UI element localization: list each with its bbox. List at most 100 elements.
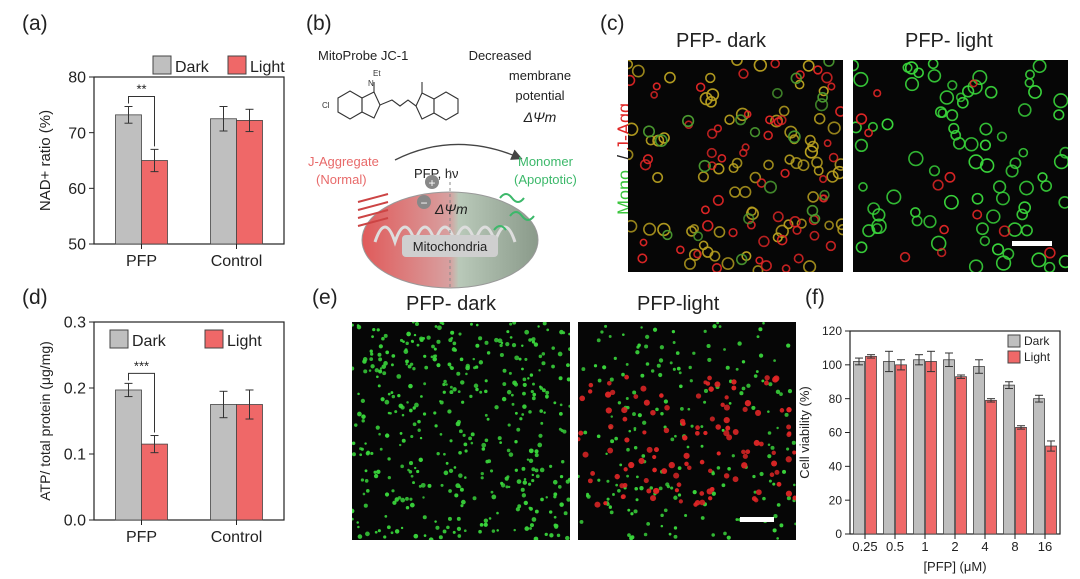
green-cell [979, 122, 993, 136]
live-cell [508, 371, 512, 375]
live-cell [556, 533, 561, 538]
live-cell [565, 479, 570, 484]
y-axis-label: ATP/ total protein (μg/mg) [37, 341, 53, 501]
live-cell [465, 372, 468, 376]
live-cell [737, 341, 742, 346]
dead-cell [661, 468, 668, 474]
live-cell [725, 365, 730, 370]
live-cell [675, 351, 680, 355]
green-cell [855, 241, 868, 254]
live-cell [356, 324, 360, 327]
live-cell [407, 468, 410, 472]
live-cell [553, 495, 557, 499]
red-cell [780, 168, 790, 179]
dead-cell [668, 461, 675, 469]
live-cell [596, 434, 601, 439]
significance-bracket [128, 372, 155, 433]
red-cell [706, 128, 718, 139]
x-tick-label: PFP [126, 529, 157, 546]
live-cell [416, 469, 420, 474]
live-cell [658, 372, 663, 378]
live-cell [767, 443, 771, 446]
live-cell [583, 430, 588, 435]
live-cell [521, 493, 527, 498]
dead-cell [683, 452, 690, 459]
c-title-dark: PFP- dark [676, 30, 767, 52]
live-cell [684, 513, 688, 518]
live-cell [741, 386, 746, 391]
live-cell [381, 364, 387, 369]
dead-cell [699, 499, 706, 506]
red-cell [835, 106, 843, 117]
live-cell [527, 377, 530, 380]
live-cell [549, 464, 553, 468]
live-cell [426, 335, 431, 340]
green-cell [968, 259, 984, 272]
legend-label-dark: Dark [1024, 334, 1050, 348]
live-cell [400, 497, 406, 503]
green-cell [1024, 77, 1035, 88]
dead-cell [693, 502, 698, 507]
live-cell [559, 502, 564, 507]
live-cell [529, 523, 534, 528]
live-cell [361, 419, 365, 423]
membrane-label: membrane [509, 68, 571, 83]
red-cell [776, 115, 787, 126]
live-cell [759, 471, 764, 477]
legend-label-light: Light [1024, 350, 1051, 364]
live-cell [627, 533, 631, 537]
green-cell [886, 189, 902, 205]
live-cell [776, 503, 781, 507]
green-cell [853, 71, 869, 88]
j-aggregate-label: J-Aggregate [308, 154, 379, 169]
live-cell [522, 382, 527, 387]
green-cell [871, 218, 887, 235]
live-cell [770, 445, 775, 450]
y-tick-label: 40 [829, 460, 843, 474]
live-cell [534, 449, 539, 454]
live-cell [494, 337, 499, 343]
normal-label: (Normal) [316, 172, 367, 187]
dead-cell [731, 379, 737, 385]
green-cell [928, 165, 941, 177]
live-cell [531, 340, 536, 344]
dead-cell [622, 416, 628, 422]
live-cell [514, 355, 520, 361]
live-cell [625, 396, 629, 400]
live-cell [545, 496, 548, 499]
live-cell [602, 365, 607, 370]
live-cell [453, 466, 457, 469]
live-cell [782, 469, 787, 474]
green-cell [943, 194, 959, 210]
live-cell [672, 341, 676, 344]
green-cell [923, 214, 937, 229]
dead-cell [676, 482, 682, 488]
dead-cell [708, 468, 713, 474]
dead-cell [779, 408, 785, 413]
live-cell [378, 432, 381, 436]
live-cell [753, 490, 757, 494]
live-cell [420, 395, 423, 398]
dead-cell [772, 376, 779, 383]
live-cell [533, 536, 539, 540]
bar-dark-4 [973, 366, 985, 535]
live-cell [530, 389, 534, 394]
dead-cell [742, 453, 748, 459]
live-cell [673, 495, 678, 500]
y-tick-label: 0.2 [64, 381, 86, 398]
panel-label-a: (a) [22, 12, 48, 35]
live-cell [703, 388, 709, 393]
live-cell [352, 517, 354, 521]
live-cell [541, 388, 546, 393]
green-cell [749, 127, 761, 138]
live-cell [478, 336, 483, 341]
monomer-icon [493, 193, 535, 231]
live-cell [673, 534, 678, 539]
live-cell [391, 354, 396, 358]
dead-cell [664, 404, 670, 411]
live-cell [394, 529, 400, 534]
live-cell [549, 533, 554, 538]
red-cell [825, 240, 837, 252]
panel-label-d: (d) [22, 286, 48, 309]
live-cell [462, 433, 466, 437]
